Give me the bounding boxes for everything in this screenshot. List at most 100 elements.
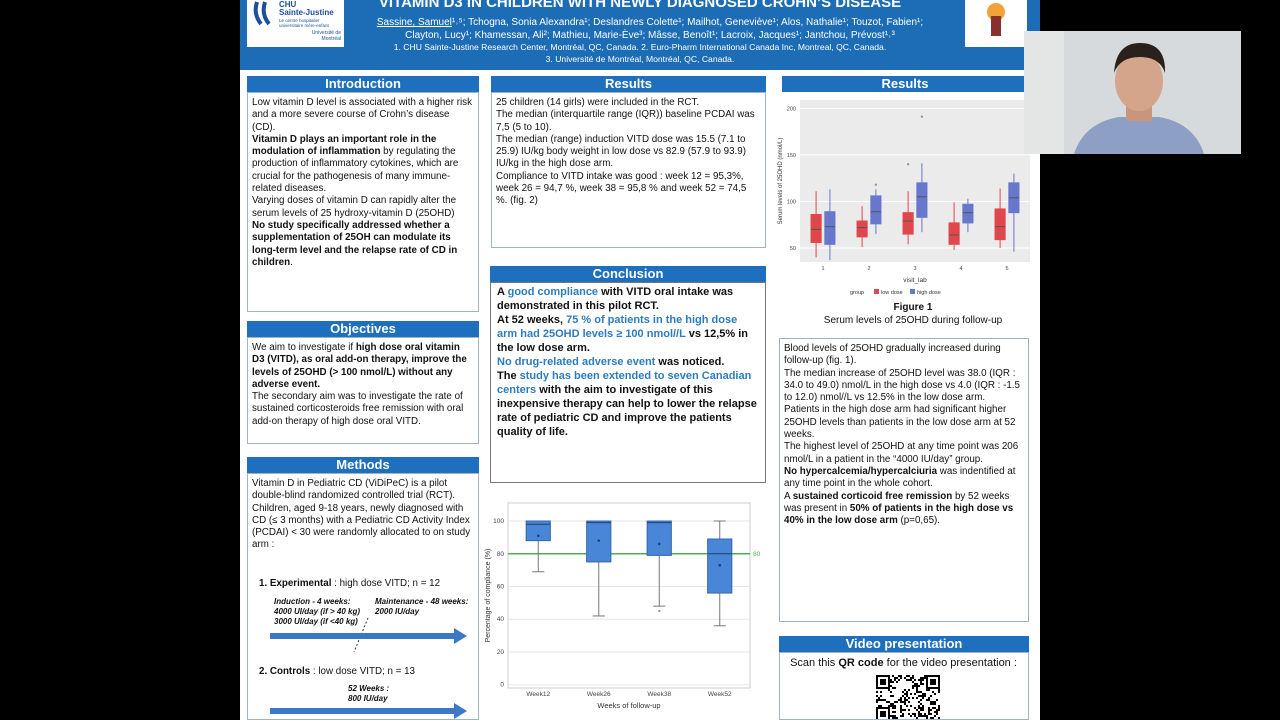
text-segment: The median (range) induction VITD dose w… — [496, 133, 746, 170]
box — [962, 203, 974, 224]
qr-module — [910, 677, 912, 679]
bullet-item: Children, aged 9-18 years, newly diagnos… — [252, 503, 473, 552]
bullet-item: Low vitamin D level is associated with a… — [252, 97, 473, 134]
figure-caption: Serum levels of 25OHD during follow-up — [823, 315, 1003, 326]
text-segment: for the video presentation : — [883, 657, 1017, 669]
section-box: Scan this QR code for the video presenta… — [779, 652, 1029, 720]
qr-module — [890, 681, 892, 683]
box — [994, 208, 1006, 241]
qr-module — [892, 717, 894, 719]
qr-module — [922, 677, 924, 679]
qr-module — [918, 685, 920, 687]
qr-module — [916, 685, 918, 687]
text-segment: . — [290, 256, 293, 268]
qr-module — [876, 699, 878, 701]
qr-module — [916, 717, 918, 719]
qr-module — [920, 691, 922, 693]
qr-module — [922, 709, 924, 711]
legend-label: low dose — [881, 290, 903, 296]
bullet-item: We aim to investigate if high dose oral … — [252, 342, 473, 391]
qr-module — [934, 707, 936, 709]
qr-module — [904, 697, 906, 699]
qr-module — [890, 691, 892, 693]
text-segment: by 52 weeks was present in — [784, 490, 1010, 514]
qr-module — [920, 713, 922, 715]
qr-module — [894, 707, 896, 709]
qr-module — [934, 701, 936, 703]
text-segment: A — [784, 490, 793, 502]
qr-module — [894, 715, 896, 717]
qr-module — [938, 707, 940, 709]
x-tick-label: Week38 — [647, 691, 671, 698]
qr-module — [904, 701, 906, 703]
author-line: Sassine, Samuel¹˒⁵; Tchogna, Sonia Alexa… — [350, 17, 950, 30]
methods-items: Vitamin D in Pediatric CD (ViDiPeC) is a… — [252, 478, 473, 552]
affiliation: 3. Université de Montréal, Montréal, QC,… — [545, 54, 735, 64]
qr-module — [934, 711, 936, 713]
logo-icon — [253, 1, 271, 26]
qr-module — [892, 707, 894, 709]
qr-module — [876, 695, 878, 697]
y-tick-label: 100 — [787, 199, 796, 205]
section-heading: Results — [491, 76, 766, 92]
qr-module — [878, 697, 880, 699]
poster-header: VITAMIN D3 IN CHILDREN WITH NEWLY DIAGNO… — [240, 0, 1040, 70]
shirt — [1074, 117, 1204, 154]
qr-finder — [930, 679, 936, 685]
qr-module — [880, 705, 882, 707]
qr-module — [936, 709, 938, 711]
qr-module — [938, 705, 940, 707]
qr-module — [916, 709, 918, 711]
qr-module — [906, 705, 908, 707]
qr-module — [922, 707, 924, 709]
qr-module — [936, 713, 938, 715]
qr-module — [902, 715, 904, 717]
text-segment: Varying doses of vitamin D can rapidly a… — [252, 195, 457, 219]
text-segment: Vitamin D plays an important role in the… — [252, 133, 437, 158]
text-segment: 1. Experimental — [259, 578, 332, 589]
qr-module — [928, 713, 930, 715]
qr-module — [908, 713, 910, 715]
qr-module — [914, 683, 916, 685]
qr-module — [888, 701, 890, 703]
text-segment: No hypercalcemia/hypercalciuria — [784, 465, 938, 477]
schedule-text: Induction - 4 weeks: — [274, 597, 351, 606]
qr-module — [912, 677, 914, 679]
logo-text: Le centre hospitalier universitaire mère… — [279, 18, 329, 28]
qr-module — [894, 677, 896, 679]
text-segment: good compliance — [507, 286, 599, 298]
text-segment: sustained corticoid free remission — [792, 490, 953, 502]
qr-module — [922, 715, 924, 717]
qr-module — [886, 701, 888, 703]
qr-module — [928, 711, 930, 713]
schedule-text: 4000 UI/day (if > 40 kg) — [274, 607, 361, 616]
qr-module — [894, 679, 896, 681]
y-axis-label: Serum levels of 25OHD (nmol/L) — [778, 138, 784, 225]
mean — [718, 563, 722, 567]
text-segment: was indentified at any time point in the… — [784, 465, 1016, 490]
text-segment: No drug-related adverse event — [497, 356, 656, 368]
bullet-item: No study specifically addressed whether … — [252, 220, 473, 269]
qr-module — [932, 703, 934, 705]
qr-module — [892, 687, 894, 689]
bullet-item: A sustained corticoid free remission by … — [784, 491, 1023, 528]
text-segment: 25 children (14 girls) were included in … — [496, 97, 700, 108]
section-box: A good compliance with VITD oral intake … — [490, 282, 766, 483]
qr-module — [900, 699, 902, 701]
section-box: We aim to investigate if high dose oral … — [247, 337, 479, 444]
qr-module — [894, 705, 896, 707]
y-tick-label: 100 — [493, 518, 504, 525]
qr-module — [916, 689, 918, 691]
legend-swatch — [874, 289, 879, 294]
box — [525, 520, 551, 542]
mean — [657, 542, 661, 546]
qr-module — [890, 685, 892, 687]
qr-module — [894, 711, 896, 713]
text-segment: Children, aged 9-18 years, newly diagnos… — [252, 502, 471, 551]
schedule-text: 2000 IU/day — [375, 607, 420, 616]
qr-module — [932, 691, 934, 693]
box — [870, 195, 882, 225]
qr-module — [912, 675, 914, 677]
qr-module — [924, 695, 926, 697]
qr-module — [920, 707, 922, 709]
